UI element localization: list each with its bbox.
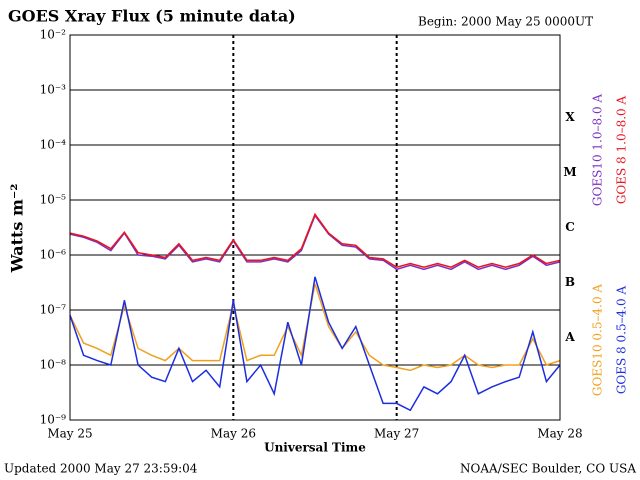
- y-tick-label: 10⁻³: [40, 83, 67, 97]
- class-label: A: [564, 330, 575, 344]
- y-tick-label: 10⁻⁵: [40, 193, 67, 207]
- y-tick-label: 10⁻⁶: [40, 248, 67, 262]
- footer-right: NOAA/SEC Boulder, CO USA: [460, 462, 636, 476]
- plot-frame: [69, 34, 561, 421]
- chart-title: GOES Xray Flux (5 minute data): [8, 7, 296, 26]
- class-label: M: [563, 165, 576, 179]
- x-tick-label: May 27: [374, 427, 419, 441]
- footer-left: Updated 2000 May 27 23:59:04: [4, 462, 198, 476]
- series-line: [69, 212, 561, 269]
- class-label: B: [565, 275, 575, 289]
- x-axis-label: Universal Time: [264, 441, 366, 455]
- legend-entry: GOES 8 1.0–8.0 A: [615, 96, 629, 205]
- y-tick-label: 10⁻⁷: [40, 303, 67, 317]
- y-tick-label: 10⁻⁹: [40, 413, 67, 427]
- series-line: [69, 276, 561, 412]
- y-tick-label: 10⁻⁴: [40, 138, 67, 152]
- y-tick-label: 10⁻²: [40, 28, 67, 42]
- x-tick-label: May 25: [47, 427, 92, 441]
- y-axis-label: Watts m⁻²: [8, 184, 27, 274]
- y-tick-label: 10⁻⁸: [40, 358, 67, 372]
- subtitle: Begin: 2000 May 25 0000UT: [418, 15, 593, 29]
- x-tick-label: May 26: [211, 427, 256, 441]
- legend-entry: GOES10 0.5–4.0 A: [591, 284, 605, 396]
- class-label: X: [565, 110, 575, 124]
- legend-entry: GOES 8 0.5–4.0 A: [615, 286, 629, 395]
- series-line: [69, 283, 561, 372]
- legend-entry: GOES10 1.0–8.0 A: [591, 94, 605, 206]
- class-label: C: [565, 220, 575, 234]
- x-tick-label: May 28: [537, 427, 582, 441]
